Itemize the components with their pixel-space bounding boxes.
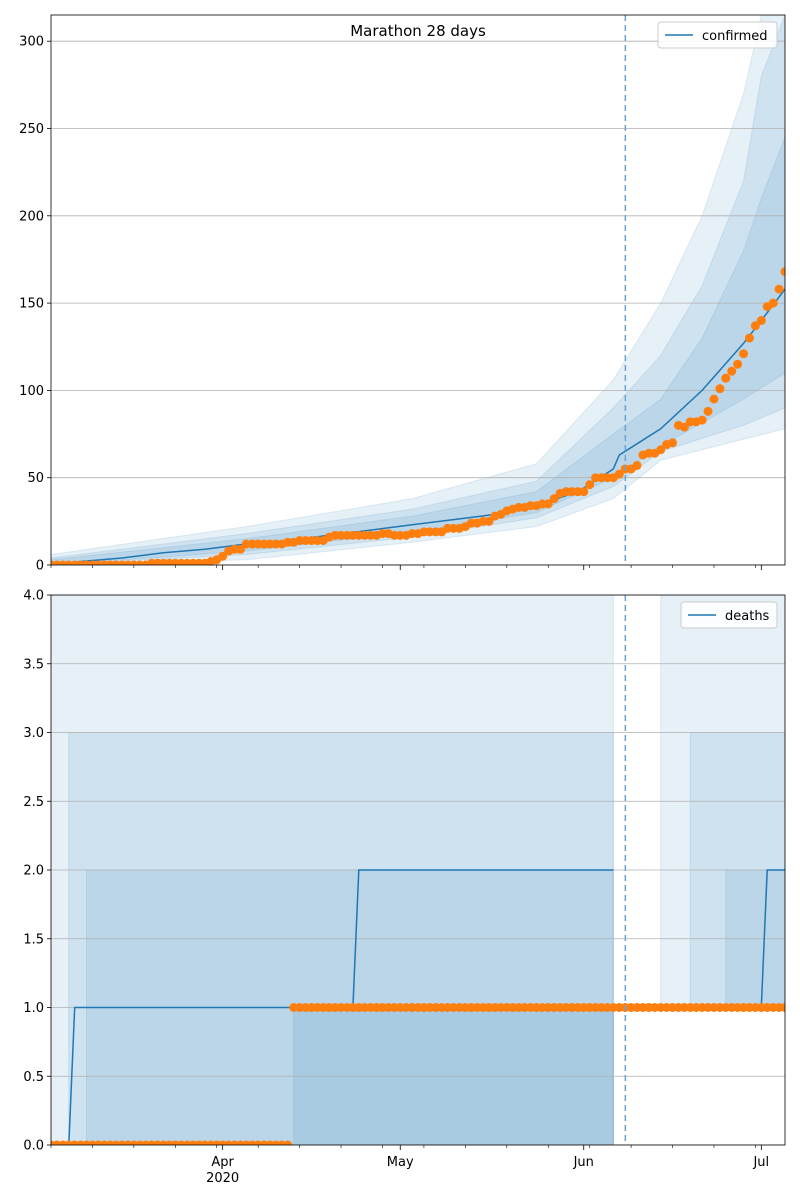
- median-line: [51, 869, 614, 1145]
- observed-point: [579, 487, 589, 497]
- observed-point: [484, 516, 494, 526]
- observed-point: [218, 551, 228, 561]
- y-tick-label: 0.5: [23, 1070, 44, 1085]
- observed-point: [715, 384, 725, 394]
- observed-point: [739, 349, 749, 359]
- observed-point: [780, 267, 785, 277]
- observed-point: [756, 316, 766, 326]
- confidence-band-3: [51, 137, 785, 565]
- y-tick-label: 250: [19, 122, 44, 137]
- plot-area: [51, 15, 785, 565]
- legend-box: [657, 21, 778, 49]
- observed-point: [750, 321, 760, 331]
- observed-point: [668, 438, 678, 448]
- observed-point: [744, 333, 754, 343]
- x-tick-label: Apr: [211, 1155, 234, 1170]
- observed-point: [235, 544, 245, 554]
- panel-2: 0.0 0.5 1.0 1.5 2.0 2.5 3.0 3.5 4.0 deaths: [23, 589, 786, 1154]
- observed-point: [549, 494, 559, 504]
- median-line-segment: [760, 869, 785, 1008]
- legend-box: [680, 601, 778, 629]
- observed-point: [774, 284, 784, 294]
- median-line: [51, 288, 785, 565]
- observed-point: [721, 373, 731, 383]
- x-tick-label: Jul: [752, 1155, 769, 1170]
- confidence-band-1: [51, 15, 785, 565]
- plot-area: [51, 595, 785, 1145]
- legend: confirmed: [657, 21, 778, 49]
- observed-point: [656, 445, 666, 455]
- y-tick-label: 1.5: [23, 932, 44, 947]
- observed-point: [703, 406, 713, 416]
- legend: deaths: [680, 601, 778, 629]
- y-tick-label: 300: [19, 35, 44, 50]
- observed-point: [697, 415, 707, 425]
- observed-point: [614, 469, 624, 479]
- x-tick-sublabel: 2020: [206, 1171, 239, 1186]
- y-tick-label: 3.5: [23, 657, 44, 672]
- y-tick-label: 100: [19, 384, 44, 399]
- observed-point: [709, 394, 719, 404]
- observed-point: [768, 298, 778, 308]
- observed-point: [585, 480, 595, 490]
- observed-point: [632, 460, 642, 470]
- y-tick-label: 200: [19, 209, 44, 224]
- panel-1: 0 50 100 150 200 250 300 Marathon 28 days confir…: [19, 14, 786, 574]
- x-tick-label: May: [387, 1155, 414, 1170]
- observed-point: [780, 1003, 785, 1012]
- legend-label: confirmed: [702, 29, 768, 44]
- axes-frame: [50, 14, 786, 566]
- y-tick-label: 0: [36, 559, 44, 574]
- y-tick-label: 3.0: [23, 726, 44, 741]
- confidence-band-2: [51, 15, 785, 565]
- y-tick-label: 1.0: [23, 1001, 44, 1016]
- observed-point: [283, 1140, 293, 1145]
- legend-label: deaths: [725, 609, 770, 624]
- y-tick-label: 0.0: [23, 1139, 44, 1154]
- y-tick-label: 50: [27, 471, 44, 486]
- observed-point: [733, 359, 743, 369]
- x-tick-label: Jun: [573, 1155, 594, 1170]
- y-tick-label: 2.0: [23, 864, 44, 879]
- y-tick-label: 2.5: [23, 795, 44, 810]
- y-tick-label: 150: [19, 297, 44, 312]
- observed-point: [543, 499, 553, 509]
- y-tick-label: 4.0: [23, 589, 44, 604]
- observed-point: [679, 422, 689, 432]
- chart-title: Marathon 28 days: [350, 22, 486, 40]
- observed-point: [727, 366, 737, 376]
